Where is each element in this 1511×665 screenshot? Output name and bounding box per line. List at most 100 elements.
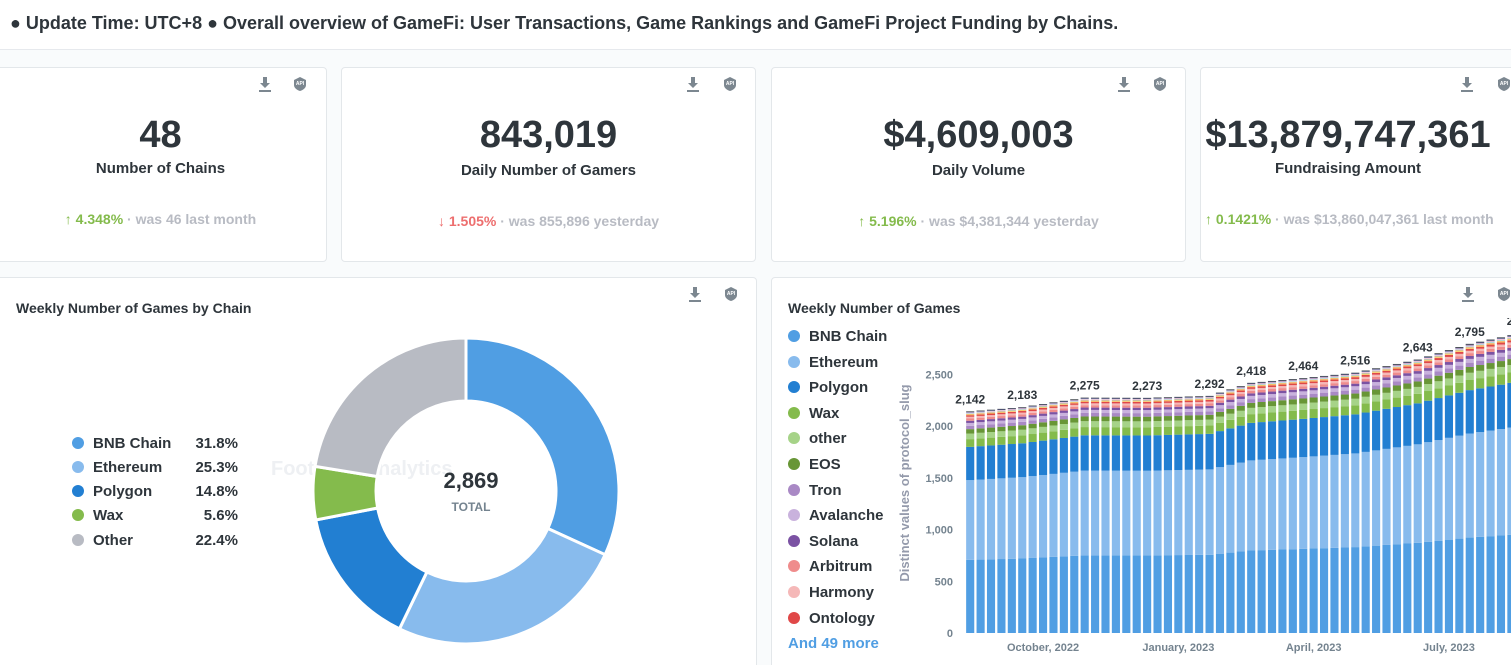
donut-slice-bnb-chain[interactable] (464, 336, 621, 557)
bar-stack[interactable] (986, 409, 996, 633)
api-icon[interactable]: API (1152, 76, 1168, 92)
legend-item[interactable]: Ethereum (788, 354, 878, 371)
bar-stack[interactable] (1059, 400, 1068, 633)
bar-stack[interactable] (1403, 361, 1412, 633)
legend-item[interactable]: Wax (788, 405, 839, 422)
bar-stack[interactable] (1476, 341, 1485, 633)
bar-stack[interactable] (1215, 392, 1225, 633)
bar-stack[interactable] (1486, 339, 1495, 633)
api-icon[interactable]: API (1496, 286, 1511, 302)
bar-segment-other-chain (1215, 394, 1225, 396)
download-icon[interactable] (1116, 76, 1132, 92)
more-legend-link[interactable]: And 49 more (788, 635, 879, 652)
legend-item[interactable]: other (788, 430, 847, 447)
bar-stack[interactable] (1247, 382, 1256, 633)
bar-stack[interactable] (1267, 380, 1277, 633)
bar-stack[interactable] (1361, 370, 1370, 633)
bar-stack[interactable] (1455, 347, 1464, 633)
bar-stack[interactable] (1091, 397, 1100, 633)
legend-item[interactable]: Wax 5.6% (72, 507, 238, 524)
bar-stack[interactable] (1278, 380, 1287, 633)
legend-item[interactable]: Other 22.4% (72, 532, 238, 549)
bar-stack[interactable] (1319, 375, 1329, 633)
bar-stack[interactable] (1444, 350, 1454, 633)
bar-stack[interactable] (1101, 397, 1110, 633)
bar-stack[interactable] (1507, 335, 1511, 633)
bar-stack[interactable] (1111, 397, 1120, 633)
bar-stack[interactable] (1018, 407, 1027, 633)
legend-item[interactable]: Arbitrum (788, 558, 872, 575)
bar-segment-bnb-chain (1153, 555, 1162, 633)
bar-stack[interactable] (1226, 389, 1235, 633)
download-icon[interactable] (687, 286, 703, 302)
bar-stack[interactable] (1049, 402, 1058, 633)
bar-stack[interactable] (1174, 396, 1183, 633)
bar-segment-other-chain (1122, 401, 1131, 402)
legend-item[interactable]: Solana (788, 533, 858, 550)
legend-item[interactable]: Tron (788, 482, 842, 499)
bar-stack[interactable] (976, 410, 985, 633)
bar-stack[interactable] (1080, 397, 1089, 633)
bar-stack[interactable] (1496, 337, 1506, 633)
download-icon[interactable] (685, 76, 701, 92)
bar-stack[interactable] (1424, 356, 1433, 633)
bar-stack[interactable] (1184, 396, 1193, 633)
bar-stack[interactable] (1070, 399, 1079, 633)
bar-stack[interactable] (966, 411, 975, 633)
download-icon[interactable] (257, 76, 273, 92)
donut-slice-ethereum[interactable] (397, 526, 608, 646)
bar-segment-polygon (1184, 434, 1193, 470)
bar-stack[interactable] (1465, 343, 1474, 633)
legend-item[interactable]: Avalanche (788, 507, 883, 524)
legend-item[interactable]: BNB Chain 31.8% (72, 435, 238, 452)
bar-segment-avalanche (1413, 373, 1422, 378)
api-icon[interactable]: API (1496, 76, 1511, 92)
bar-stack[interactable] (1195, 396, 1204, 633)
bar-segment-solana (1153, 407, 1162, 410)
bar-stack[interactable] (1372, 368, 1381, 633)
bar-stack[interactable] (1143, 397, 1152, 633)
bar-segment-polygon (1101, 435, 1110, 471)
legend-item[interactable]: Ethereum 25.3% (72, 459, 238, 476)
bar-stack[interactable] (1257, 381, 1266, 633)
bar-stack[interactable] (1434, 353, 1443, 633)
legend-item[interactable]: EOS (788, 456, 841, 473)
bar-stack[interactable] (1351, 372, 1360, 633)
bar-stack[interactable] (1153, 397, 1162, 633)
bar-segment-bnb-chain (986, 559, 996, 633)
legend-item[interactable]: Ontology (788, 610, 875, 627)
bar-stack[interactable] (1288, 379, 1297, 633)
bar-segment-other-chain (1392, 364, 1401, 366)
bar-stack[interactable] (1299, 378, 1308, 633)
bar-segment-polygon (1059, 437, 1068, 473)
bar-segment-other-chain (1236, 386, 1245, 387)
api-icon[interactable]: API (292, 76, 308, 92)
bar-stack[interactable] (1236, 386, 1245, 633)
legend-item[interactable]: Polygon 14.8% (72, 483, 238, 500)
download-icon[interactable] (1460, 286, 1476, 302)
bar-segment-other-chain (1236, 389, 1245, 391)
bar-segment-solana (1496, 349, 1506, 353)
download-icon[interactable] (1459, 76, 1475, 92)
bar-stack[interactable] (1163, 397, 1173, 633)
bar-stack[interactable] (1007, 408, 1016, 633)
bar-stack[interactable] (1122, 397, 1131, 633)
bar-stack[interactable] (1392, 363, 1401, 633)
bar-stack[interactable] (1340, 373, 1349, 633)
legend-item[interactable]: Polygon (788, 379, 868, 396)
bar-stack[interactable] (1132, 397, 1141, 633)
bar-segment-tron (1299, 394, 1308, 399)
api-icon[interactable]: API (722, 76, 738, 92)
bar-stack[interactable] (1205, 395, 1214, 633)
bar-stack[interactable] (1028, 405, 1037, 633)
donut-slice-other[interactable] (313, 336, 468, 479)
bar-stack[interactable] (1038, 404, 1048, 633)
bar-stack[interactable] (1382, 366, 1391, 633)
bar-stack[interactable] (997, 408, 1006, 633)
legend-item[interactable]: Harmony (788, 584, 874, 601)
bar-stack[interactable] (1330, 374, 1339, 633)
legend-item[interactable]: BNB Chain (788, 328, 887, 345)
bar-stack[interactable] (1309, 377, 1318, 633)
api-icon[interactable]: API (723, 286, 739, 302)
bar-stack[interactable] (1413, 359, 1422, 633)
